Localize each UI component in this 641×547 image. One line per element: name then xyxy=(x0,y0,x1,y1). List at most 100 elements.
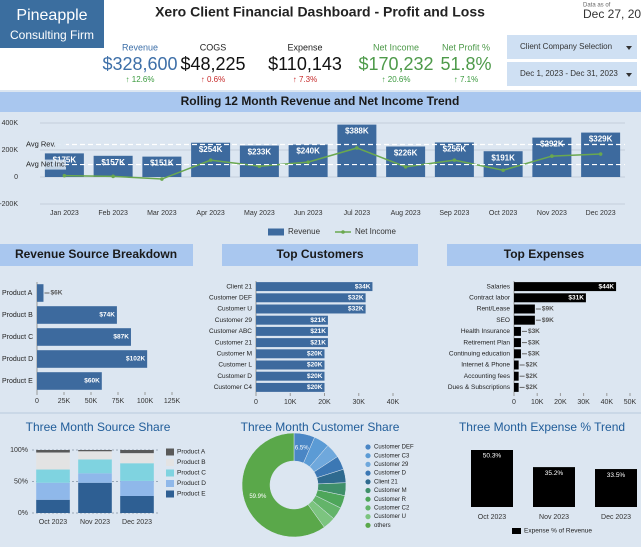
bar xyxy=(256,338,328,348)
category-label: Rent/Lease xyxy=(477,306,511,313)
x-tick-label: Nov 2023 xyxy=(539,514,569,521)
x-tick-label: Oct 2023 xyxy=(39,519,68,526)
bar-value-label: $20K xyxy=(307,384,323,391)
kpi-value: $110,143 xyxy=(268,54,342,74)
filter-dropdown[interactable] xyxy=(507,35,637,59)
x-tick-label: 20K xyxy=(318,399,331,406)
bar xyxy=(514,371,519,381)
legend-label: Customer C3 xyxy=(374,453,410,459)
kpi-change: ↑ 7.3% xyxy=(293,75,317,84)
bar-segment xyxy=(36,499,70,513)
legend-swatch xyxy=(365,453,371,459)
category-label: Contract labor xyxy=(469,295,511,302)
x-tick-label: Mar 2023 xyxy=(147,210,177,217)
chart-title: Three Month Source Share xyxy=(26,420,171,434)
bar-value-label: $34K xyxy=(355,283,371,290)
legend-swatch xyxy=(166,480,174,487)
kpi-label: Expense xyxy=(287,42,322,52)
legend-swatch xyxy=(365,479,371,485)
slice-label: 6.5% xyxy=(295,445,309,451)
bar xyxy=(37,372,102,390)
legend-label: Customer C2 xyxy=(374,505,410,511)
category-label: Customer DEF xyxy=(209,295,252,302)
reference-label: Avg Rev. xyxy=(26,139,56,148)
bar-value-label: $6K xyxy=(50,290,62,297)
category-label: Client 21 xyxy=(226,283,252,290)
chart-title: Three Month Expense % Trend xyxy=(459,420,625,434)
legend-swatch xyxy=(512,528,521,534)
legend-label: Expense % of Revenue xyxy=(524,528,592,535)
legend-swatch xyxy=(341,230,345,234)
bar-value-label: $87K xyxy=(113,334,129,341)
bar-value-label: 50.3% xyxy=(483,453,502,460)
category-label: Customer ABC xyxy=(209,328,252,335)
reference-label: Avg Net Inc. xyxy=(26,160,67,169)
legend-label: Customer D xyxy=(374,471,407,477)
legend-swatch xyxy=(166,469,174,477)
bar-value-label: $226K xyxy=(394,149,418,158)
line-point xyxy=(208,158,213,162)
bar xyxy=(514,293,586,303)
x-tick-label: Nov 2023 xyxy=(80,519,110,526)
filter-dropdown[interactable] xyxy=(507,62,637,86)
bar-segment xyxy=(120,453,154,464)
dropdown-arrow xyxy=(626,73,632,77)
legend-label: Product D xyxy=(177,480,206,487)
bar xyxy=(471,450,513,507)
section-header xyxy=(0,92,641,112)
x-tick-label: Oct 2023 xyxy=(489,210,518,217)
bar xyxy=(256,304,366,314)
legend-swatch xyxy=(365,522,371,528)
chart-title: Revenue Source Breakdown xyxy=(15,247,177,261)
bar xyxy=(37,284,44,302)
legend-label: Customer U xyxy=(374,514,406,520)
y-tick-label: 100% xyxy=(10,447,28,454)
bar xyxy=(514,349,521,359)
bar-value-label: $74K xyxy=(99,312,115,319)
kpi-label: Net Profit % xyxy=(442,42,490,52)
bar-segment xyxy=(36,482,70,500)
bar-value-label: $254K xyxy=(199,145,223,154)
bar-value-label: $151K xyxy=(150,159,174,168)
bar xyxy=(256,382,325,392)
category-label: Product A xyxy=(2,290,33,297)
dropdown-arrow xyxy=(626,46,632,50)
legend-swatch xyxy=(365,444,371,450)
legend-label: Customer 29 xyxy=(374,462,409,468)
line xyxy=(64,147,601,180)
bar-value-label: $329K xyxy=(589,135,613,144)
bar-segment xyxy=(120,480,154,496)
x-tick-label: Sep 2023 xyxy=(439,210,469,217)
x-tick-label: Aug 2023 xyxy=(391,210,421,217)
x-tick-label: 20K xyxy=(554,399,567,406)
bar-segment xyxy=(78,459,112,474)
category-label: Customer L xyxy=(218,362,252,369)
kpi-change: ↑ 20.6% xyxy=(382,75,411,84)
x-tick-label: Jul 2023 xyxy=(344,210,371,217)
x-tick-label: 25K xyxy=(58,398,71,405)
kpi-label: Revenue xyxy=(122,42,158,52)
legend-swatch xyxy=(365,470,371,476)
x-tick-label: Feb 2023 xyxy=(98,210,128,217)
category-label: Product C xyxy=(2,334,33,341)
category-label: Customer C4 xyxy=(214,384,253,391)
bar xyxy=(93,155,133,177)
y-tick-label: 200K xyxy=(2,147,19,154)
legend-swatch xyxy=(166,448,174,456)
bar-value-label: $2K xyxy=(526,384,538,391)
chart-title: Three Month Customer Share xyxy=(241,420,400,434)
bar-segment xyxy=(36,450,70,453)
bar-segment xyxy=(78,473,112,483)
kpi-change: ↑ 12.6% xyxy=(126,75,155,84)
x-tick-label: Jan 2023 xyxy=(50,210,79,217)
bar xyxy=(37,328,131,346)
kpi-value: $170,232 xyxy=(358,54,433,74)
line-point xyxy=(160,177,164,181)
bar-value-label: $233K xyxy=(248,148,272,157)
category-label: Continuing education xyxy=(449,351,510,358)
bar-value-label: $20K xyxy=(307,351,323,358)
line-point xyxy=(306,160,310,164)
chart-title: Top Expenses xyxy=(504,247,585,261)
bar-value-label: $21K xyxy=(310,328,326,335)
